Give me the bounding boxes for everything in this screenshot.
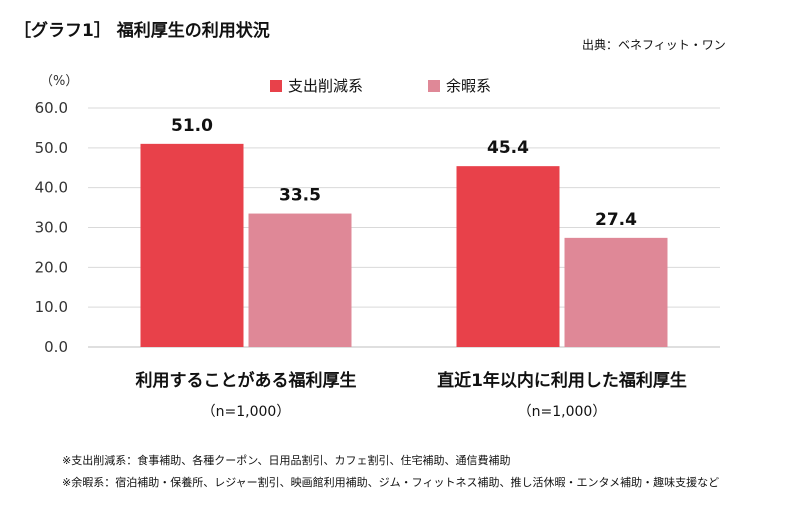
chart-title: ［グラフ1］ 福利厚生の利用状況	[14, 21, 270, 41]
y-tick-label: 40.0	[35, 179, 68, 197]
data-label: 51.0	[171, 116, 213, 136]
source-label: 出典：ベネフィット・ワン	[582, 38, 726, 52]
sample-size-label: （n=1,000）	[518, 404, 607, 420]
note-leisure: ※余暇系：宿泊補助・保養所、レジャー割引、映画館利用補助、ジム・フィットネス補助…	[62, 476, 720, 489]
legend-label-expense-reduction: 支出削減系	[288, 77, 364, 95]
category-label: 直近1年以内に利用した福利厚生	[437, 370, 687, 391]
legend-item-expense-reduction: 支出削減系	[270, 75, 363, 96]
legend-label-leisure: 余暇系	[446, 77, 492, 95]
y-tick-label: 0.0	[44, 338, 68, 356]
y-tick-label: 10.0	[35, 298, 68, 316]
y-tick-label: 50.0	[35, 139, 68, 157]
bar	[140, 143, 244, 347]
bar	[248, 213, 352, 347]
y-tick-label: 60.0	[35, 99, 68, 117]
legend-swatch-expense-reduction	[270, 79, 282, 92]
y-tick-label: 20.0	[35, 258, 68, 276]
category-label: 利用することがある福利厚生	[136, 370, 357, 391]
legend-item-leisure: 余暇系	[428, 75, 491, 96]
bar	[564, 237, 668, 347]
bar	[456, 166, 560, 347]
data-label: 33.5	[279, 186, 321, 206]
note-expense-reduction: ※支出削減系：食事補助、各種クーポン、日用品割引、カフェ割引、住宅補助、通信費補…	[62, 454, 511, 467]
y-tick-label: 30.0	[35, 219, 68, 237]
y-axis-unit: （%）	[40, 74, 79, 89]
sample-size-label: （n=1,000）	[202, 404, 291, 420]
legend-swatch-leisure	[428, 79, 440, 92]
data-label: 45.4	[487, 138, 529, 158]
data-label: 27.4	[595, 210, 637, 230]
